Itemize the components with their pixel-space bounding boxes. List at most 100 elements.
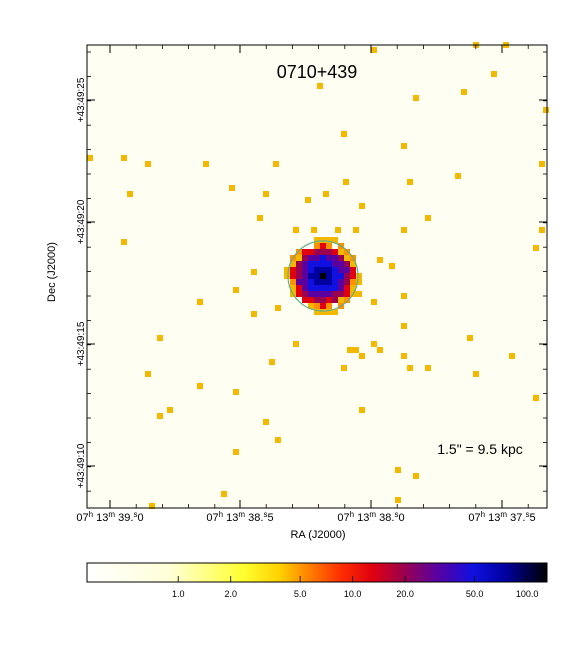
source-cell [320,309,326,315]
source-cell [314,249,320,255]
source-cell [296,285,302,291]
source-cell [326,279,332,285]
count-pixel [167,407,173,413]
source-cell [284,273,290,279]
source-cell [332,261,338,267]
source-cell [344,291,350,297]
source-cell [308,255,314,261]
count-pixel [389,263,395,269]
count-pixel [359,203,365,209]
source-cell [320,279,326,285]
source-cell [314,273,320,279]
source-cell [320,273,326,279]
count-pixel [401,323,407,329]
source-cell [320,267,326,273]
count-pixel [233,287,239,293]
source-cell [332,237,338,243]
source-cell [314,303,320,309]
dec-tick-label: +43:49:10 [76,443,87,488]
count-pixel [347,347,353,353]
minor-ticks [87,45,547,508]
count-pixel [455,173,461,179]
source-cell [290,273,296,279]
extraction-circle [287,240,359,312]
source-cell [326,249,332,255]
source-cell [350,279,356,285]
count-pixel [263,191,269,197]
count-pixel [203,161,209,167]
image-frame [86,44,548,509]
count-pixel [407,179,413,185]
source-cell [314,297,320,303]
source-cell [350,285,356,291]
source-cell [284,267,290,273]
count-pixel [343,179,349,185]
source-cell [314,255,320,261]
source-cell [326,261,332,267]
source-cell [314,267,320,273]
count-pixel [233,389,239,395]
source-cell [308,261,314,267]
count-pixel [251,311,257,317]
source-cell [338,273,344,279]
count-pixel [509,353,515,359]
source-cell [308,285,314,291]
colorbar-tick-label: 20.0 [396,589,414,599]
source-cell [296,267,302,273]
count-pixel [157,413,163,419]
source-cell [302,291,308,297]
count-pixel [121,155,127,161]
source-cell [314,237,320,243]
scale-bar-label: 1.5" = 9.5 kpc [437,441,523,457]
source-cell [296,261,302,267]
count-pixel [275,305,281,311]
source-cell [314,285,320,291]
count-pixel [341,131,347,137]
source-cell [332,279,338,285]
count-pixel [539,161,545,167]
source-cell [344,261,350,267]
colorbar-ticks: 1.0 2.0 5.0 10.0 20.0 50.0 100.0 [172,576,538,599]
source-cell [308,243,314,249]
colorbar-tick-label: 2.0 [224,589,237,599]
ra-axis: 07h 13m 39.s0 07h 13m 38.s5 07h 13m 38.s0 0… [76,45,536,525]
source-cell [308,249,314,255]
count-pixel [401,293,407,299]
source-cell [326,255,332,261]
colorbar-tick-label: 1.0 [172,589,185,599]
count-pixel [491,71,497,77]
source-cell [338,249,344,255]
count-pixel [359,353,365,359]
count-pixel [197,299,203,305]
source-cell [344,285,350,291]
source-cell [326,309,332,315]
count-pixel [323,191,329,197]
count-pixel [257,215,263,221]
source-blob [284,237,362,315]
source-cell [332,297,338,303]
source-cell [314,243,320,249]
count-pixel [317,83,323,89]
source-cell [296,249,302,255]
ra-tick-label: 07h 13m 39.s0 [76,510,143,525]
count-pixel [425,365,431,371]
source-cell [308,291,314,297]
source-cell [326,303,332,309]
count-pixel [377,347,383,353]
count-pixel [145,371,151,377]
count-pixel [221,491,227,497]
source-cell [308,297,314,303]
source-cell [296,255,302,261]
count-pixel [395,467,401,473]
count-pixel [533,395,539,401]
source-cell [302,285,308,291]
colorbar [86,562,548,583]
source-cell [314,261,320,267]
source-cell [338,267,344,273]
source-cell [338,279,344,285]
source-cell [332,267,338,273]
source-cell [320,303,326,309]
count-pixel [425,215,431,221]
source-cell [320,237,326,243]
count-pixel [359,407,365,413]
